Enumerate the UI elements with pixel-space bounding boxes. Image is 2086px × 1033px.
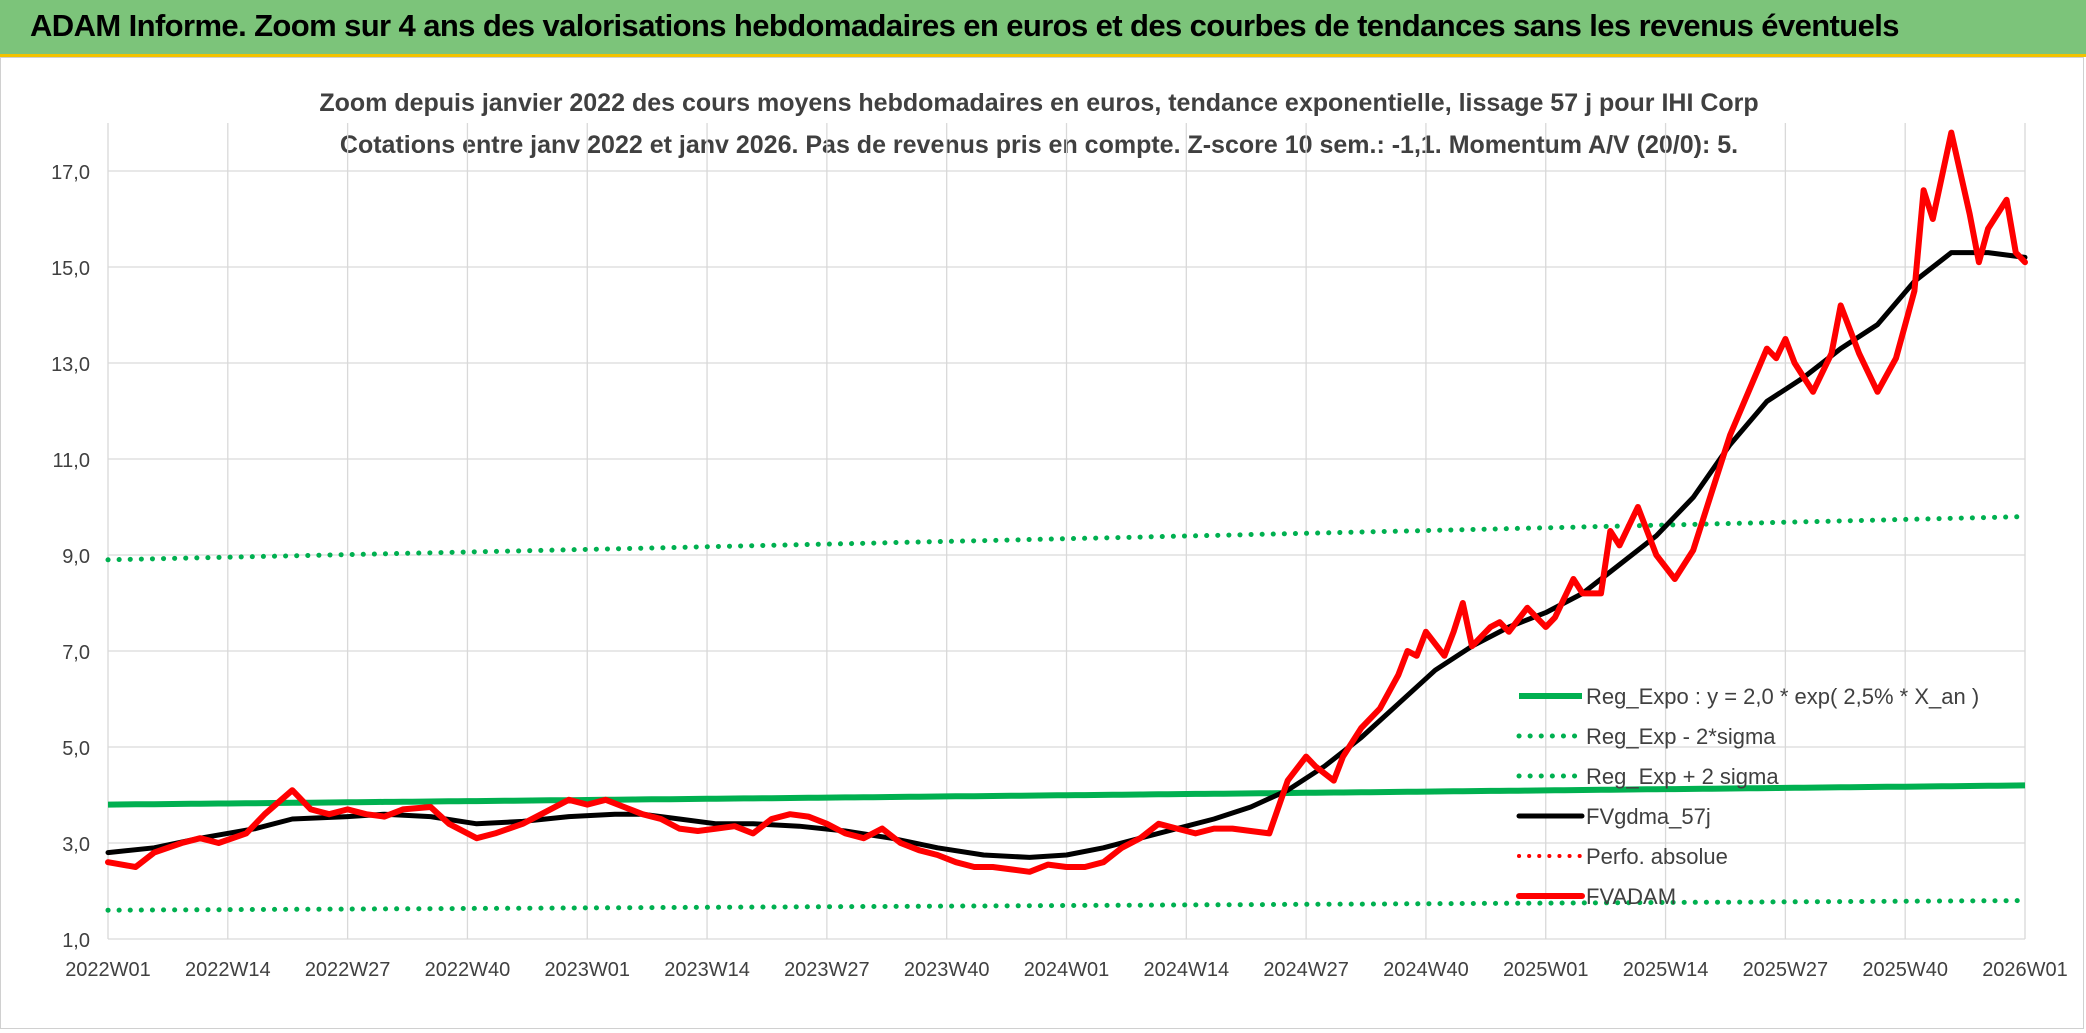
legend-label: Reg_Exp + 2 sigma — [1586, 764, 1779, 789]
y-tick-label: 17,0 — [51, 162, 90, 184]
series-line-1 — [105, 898, 2028, 913]
x-tick-label: 2026W01 — [1982, 959, 2068, 981]
legend-label: Reg_Exp - 2*sigma — [1586, 724, 1776, 749]
chart-subtitle: Cotations entre janv 2022 et janv 2026. … — [340, 131, 1738, 159]
y-tick-label: 3,0 — [62, 834, 90, 856]
y-tick-label: 7,0 — [62, 642, 90, 664]
x-tick-label: 2023W01 — [544, 959, 630, 981]
chart-container: Zoom depuis janvier 2022 des cours moyen… — [0, 57, 2084, 1029]
x-tick-label: 2022W40 — [425, 959, 511, 981]
y-tick-label: 9,0 — [62, 546, 90, 568]
chart-svg: Zoom depuis janvier 2022 des cours moyen… — [51, 89, 2068, 981]
x-tick-label: 2024W27 — [1263, 959, 1349, 981]
plot-area — [105, 129, 2028, 913]
x-tick-label: 2023W14 — [664, 959, 750, 981]
x-tick-label: 2022W01 — [65, 959, 151, 981]
x-tick-label: 2022W27 — [305, 959, 391, 981]
series-line-5 — [105, 129, 2028, 875]
x-tick-label: 2024W01 — [1024, 959, 1110, 981]
chart-title: Zoom depuis janvier 2022 des cours moyen… — [319, 89, 1758, 117]
x-tick-label: 2025W27 — [1743, 959, 1829, 981]
x-tick-label: 2023W27 — [784, 959, 870, 981]
legend-label: Reg_Expo : y = 2,0 * exp( 2,5% * X_an ) — [1586, 684, 1979, 709]
x-tick-label: 2025W01 — [1503, 959, 1589, 981]
page-title: ADAM Informe. Zoom sur 4 ans des valoris… — [30, 8, 1900, 43]
x-tick-label: 2023W40 — [904, 959, 990, 981]
y-tick-label: 5,0 — [62, 738, 90, 760]
x-tick-label: 2022W14 — [185, 959, 271, 981]
header-banner: ADAM Informe. Zoom sur 4 ans des valoris… — [0, 0, 2086, 57]
x-axis: 2022W01 2022W14 2022W27 2022W40 2023W01 2023W… — [65, 959, 2068, 981]
y-tick-label: 13,0 — [51, 354, 90, 376]
y-axis: 1,0 3,0 5,0 7,0 9,0 11,0 13,0 15,0 17,0 — [51, 162, 90, 952]
series-line-0 — [107, 782, 2026, 808]
y-tick-label: 11,0 — [53, 450, 90, 472]
legend-label: FVADAM — [1586, 884, 1676, 909]
x-tick-label: 2025W14 — [1623, 959, 1709, 981]
x-tick-label: 2024W14 — [1144, 959, 1230, 981]
legend: Reg_Expo : y = 2,0 * exp( 2,5% * X_an ) R… — [1516, 684, 1979, 909]
legend-label: Perfo. absolue — [1586, 844, 1728, 869]
series-line-2 — [105, 514, 2028, 563]
x-tick-label: 2025W40 — [1862, 959, 1948, 981]
legend-label: FVgdma_57j — [1586, 804, 1711, 829]
y-tick-label: 1,0 — [62, 930, 90, 952]
y-tick-label: 15,0 — [51, 258, 90, 280]
x-tick-label: 2024W40 — [1383, 959, 1469, 981]
